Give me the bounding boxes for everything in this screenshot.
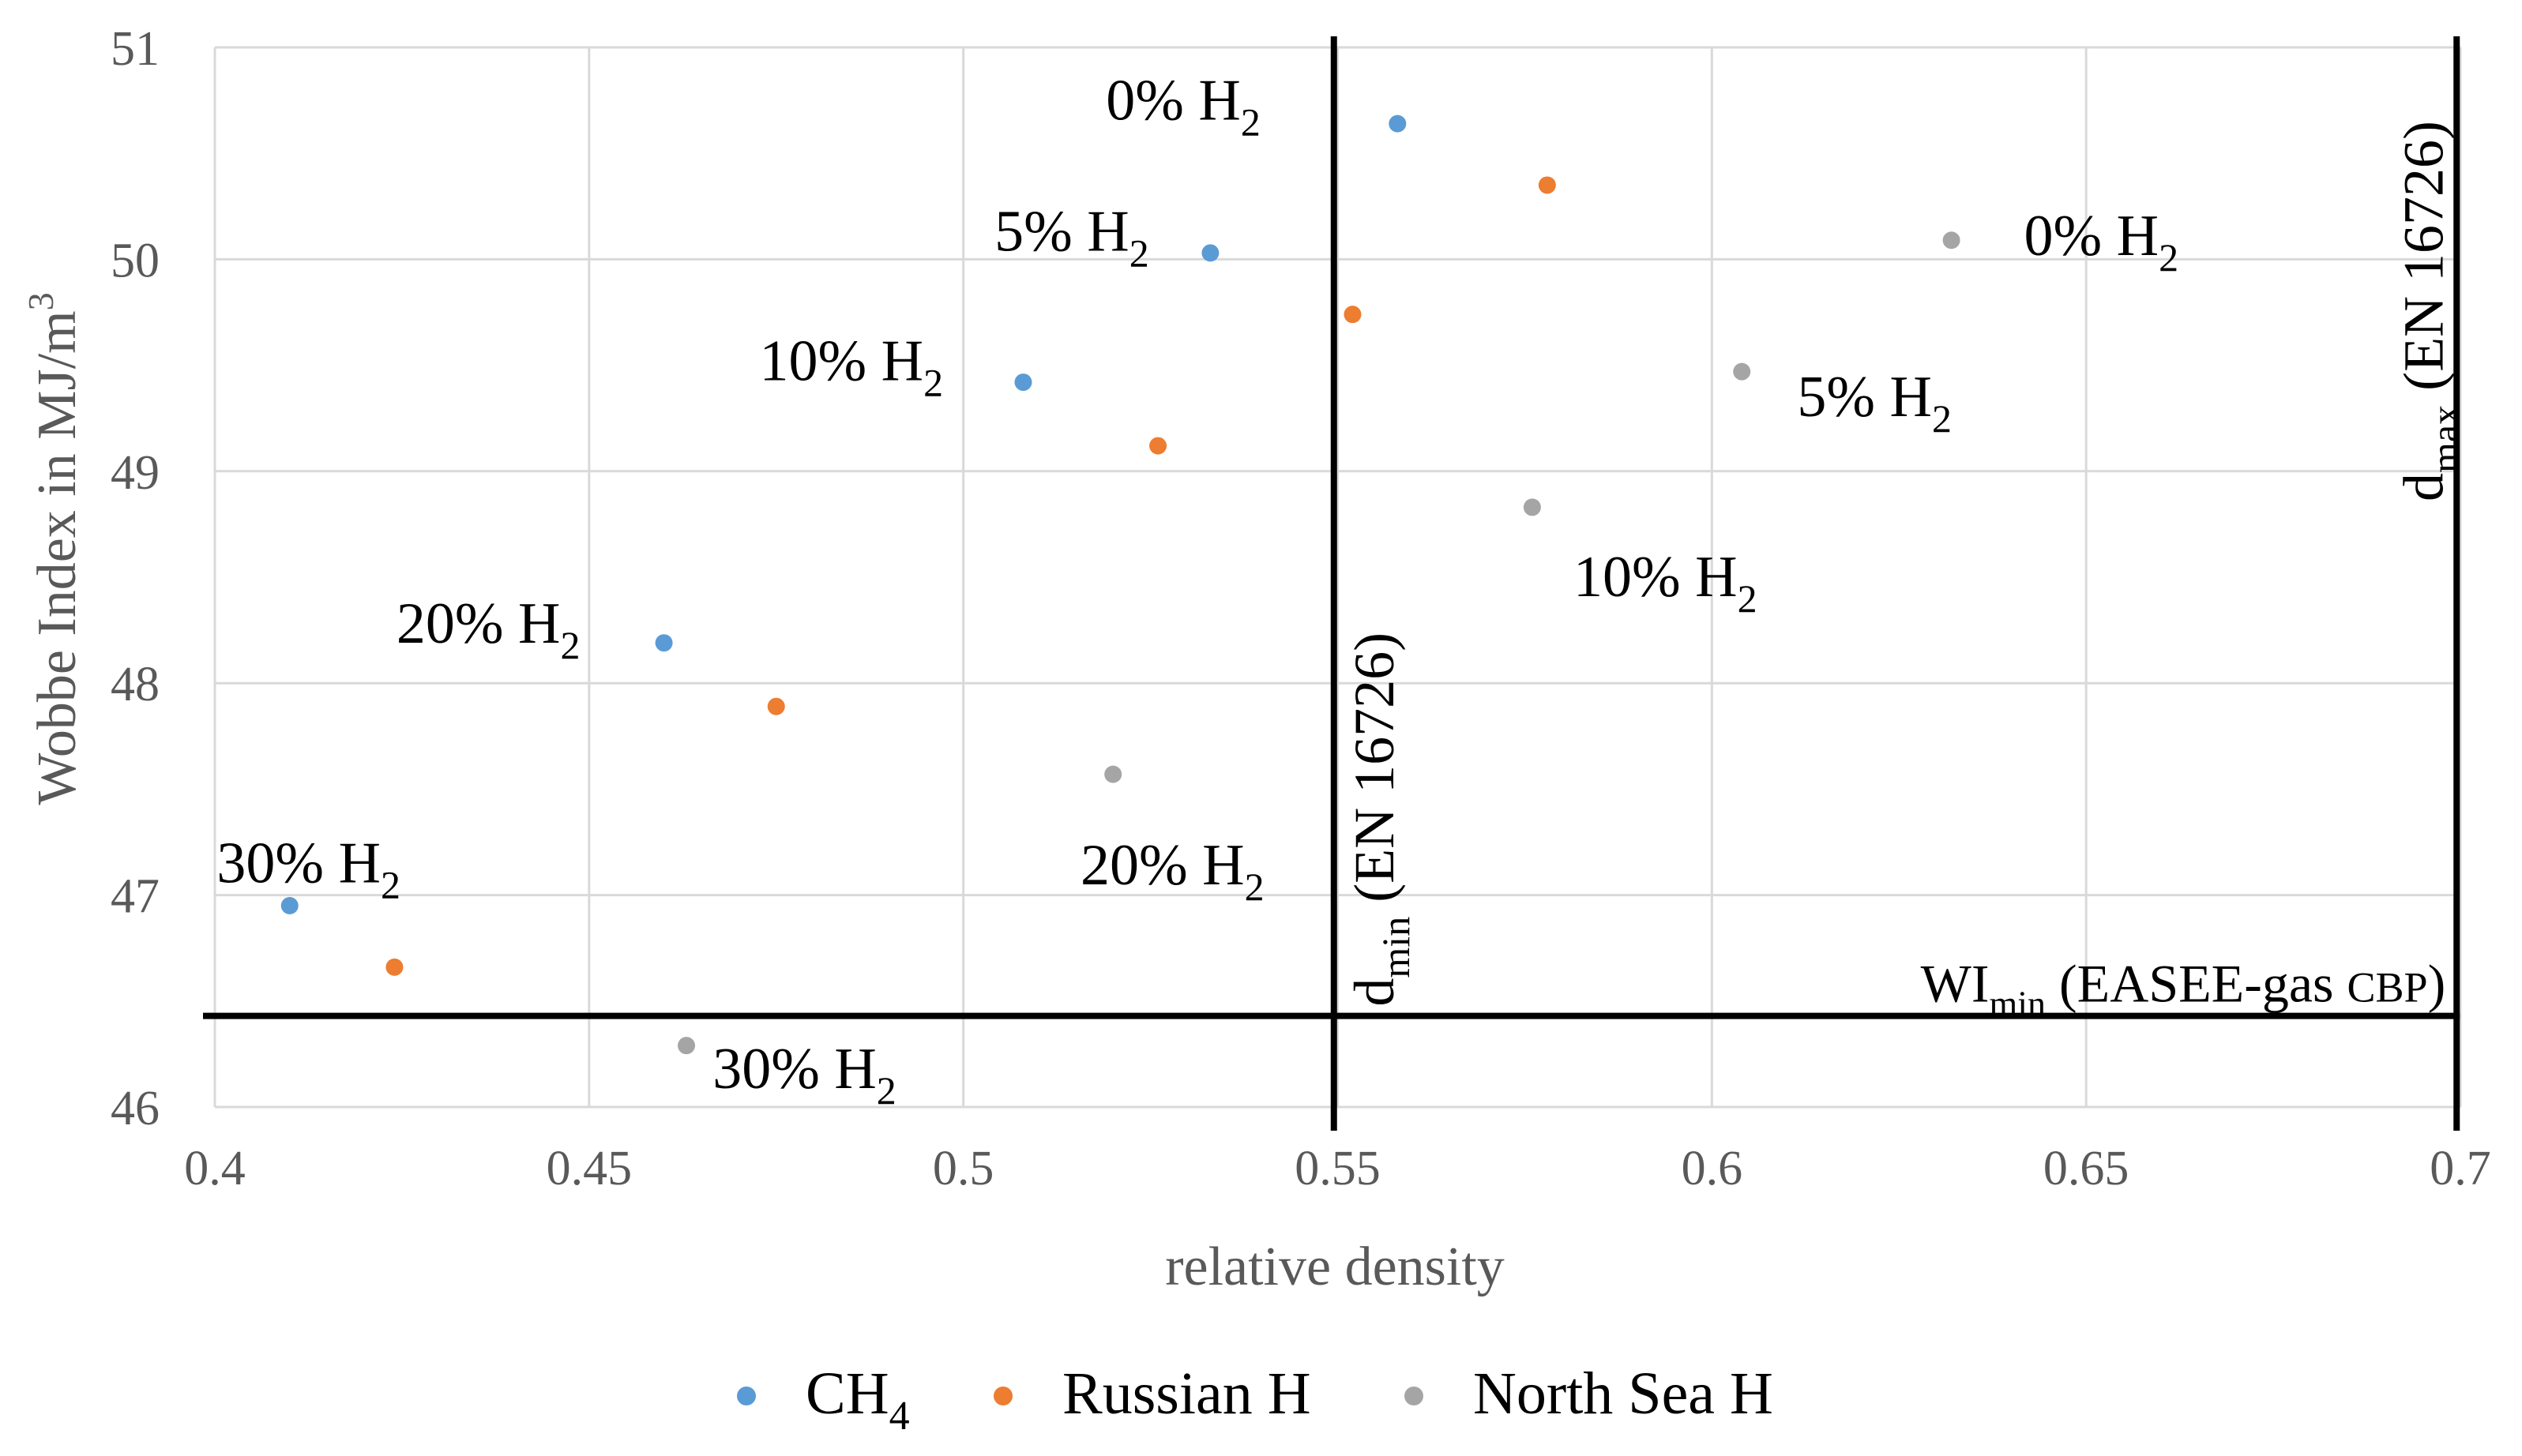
point-label-text: 0% H: [1106, 68, 1241, 133]
d-min-label-rest: (EN 16726): [1343, 632, 1406, 917]
point-label: 5% H2: [994, 200, 1149, 276]
x-tick-label: 0.7: [2430, 1142, 2491, 1195]
point-label-sub: 2: [1245, 865, 1265, 909]
point-label: 10% H2: [759, 328, 943, 404]
legend-label: North Sea H: [1473, 1360, 1773, 1427]
legend-marker: [1404, 1387, 1423, 1405]
data-point: [1104, 765, 1122, 783]
point-label-text: 5% H: [994, 200, 1129, 265]
point-label-sub: 2: [2159, 235, 2178, 280]
point-label: 5% H2: [1797, 365, 1952, 441]
point-label-sub: 2: [1738, 576, 1757, 621]
point-label-text: 30% H: [712, 1037, 877, 1101]
legend-label-sub: 4: [889, 1394, 910, 1439]
data-point: [280, 897, 299, 915]
legend: CH4 Russian H North Sea H: [737, 1360, 1773, 1439]
data-point: [385, 958, 404, 976]
x-tick-label: 0.65: [2043, 1142, 2129, 1195]
wi-min-label-sub: min: [1989, 984, 2046, 1024]
point-label-sub: 2: [381, 862, 400, 906]
point-label: 10% H2: [1573, 545, 1757, 621]
legend-label-text: North Sea H: [1473, 1360, 1773, 1427]
data-point: [1201, 244, 1220, 262]
x-tick-label: 0.6: [1682, 1142, 1743, 1195]
d-max-label-sub: max: [2422, 405, 2467, 473]
wi-min-label-rest: (EASEE-gas: [2046, 954, 2347, 1014]
point-label-sub: 2: [923, 360, 943, 404]
data-point: [1733, 362, 1751, 381]
y-tick-label: 49: [111, 446, 160, 500]
data-point: [1389, 114, 1407, 133]
point-label: 20% H2: [397, 591, 581, 667]
x-tick-label: 0.55: [1295, 1142, 1381, 1195]
point-label: 30% H2: [216, 831, 400, 906]
point-label-sub: 2: [1241, 99, 1261, 144]
d-min-label: dmin (EN 16726): [1343, 632, 1418, 1007]
point-label-text: 0% H: [2024, 204, 2159, 268]
d-max-label-rest: (EN 16726): [2392, 121, 2455, 405]
point-label: 30% H2: [712, 1037, 896, 1113]
legend-label-text: Russian H: [1062, 1360, 1311, 1427]
y-tick-label: 47: [111, 870, 160, 924]
x-tick-label: 0.45: [547, 1142, 633, 1195]
reference-lines: dmin (EN 16726)dmax (EN 16726)WImin (EAS…: [203, 36, 2467, 1131]
data-point: [1014, 373, 1032, 392]
data-point: [1942, 231, 1960, 250]
wi-min-label: WImin (EASEE-gas CBP): [1921, 954, 2446, 1024]
data-point: [655, 634, 673, 652]
y-axis-title: Wobbe Index in MJ/m3: [21, 292, 88, 805]
legend-marker: [737, 1387, 756, 1405]
point-label-sub: 2: [560, 623, 580, 667]
data-point: [1538, 176, 1556, 194]
point-label-text: 30% H: [216, 831, 381, 895]
data-points: [280, 114, 1960, 1055]
y-tick-label: 50: [111, 234, 160, 287]
d-max-label-main: d: [2392, 473, 2455, 501]
d-max-label: dmax (EN 16726): [2392, 121, 2467, 501]
data-point: [1149, 437, 1167, 455]
point-label-text: 20% H: [397, 591, 561, 656]
point-label-sub: 2: [1932, 396, 1952, 441]
axes: 0.4 0.45 0.5 0.55 0.6 0.65 0.7 46 47 48 49 50 51: [111, 22, 2491, 1195]
point-label: 0% H2: [2024, 204, 2179, 280]
y-tick-label: 51: [111, 22, 160, 76]
x-tick-label: 0.5: [933, 1142, 994, 1195]
y-axis-title-sup: 3: [21, 292, 61, 310]
point-label-text: 10% H: [759, 328, 923, 393]
legend-label: Russian H: [1062, 1360, 1311, 1427]
legend-label: CH4: [806, 1360, 910, 1439]
x-tick-label: 0.4: [184, 1142, 246, 1195]
data-point: [678, 1037, 696, 1055]
legend-label-text: CH: [806, 1360, 889, 1427]
data-point: [1344, 306, 1362, 324]
legend-marker: [994, 1387, 1013, 1405]
axis-titles: relative density Wobbe Index in MJ/m3: [21, 292, 1505, 1297]
point-label-text: 20% H: [1081, 833, 1245, 898]
y-tick-label: 46: [111, 1082, 160, 1135]
point-label-text: 10% H: [1573, 545, 1738, 610]
x-axis-title: relative density: [1165, 1236, 1505, 1297]
y-tick-label: 48: [111, 658, 160, 711]
wi-min-label-cbp: CBP: [2347, 964, 2428, 1011]
point-label: 0% H2: [1106, 68, 1261, 144]
point-label-sub: 2: [1129, 231, 1149, 276]
d-min-label-sub: min: [1374, 917, 1418, 978]
point-label-sub: 2: [877, 1068, 896, 1113]
wi-min-label-main: WI: [1921, 954, 1990, 1014]
d-min-label-main: d: [1343, 978, 1406, 1007]
point-label-text: 5% H: [1797, 365, 1932, 430]
y-axis-title-main: Wobbe Index in MJ/m: [27, 310, 88, 805]
point-label: 20% H2: [1081, 833, 1265, 909]
data-point: [1523, 498, 1541, 516]
wi-min-label-close: ): [2428, 954, 2446, 1014]
grid-lines: [213, 46, 2462, 1109]
data-point: [767, 697, 785, 715]
